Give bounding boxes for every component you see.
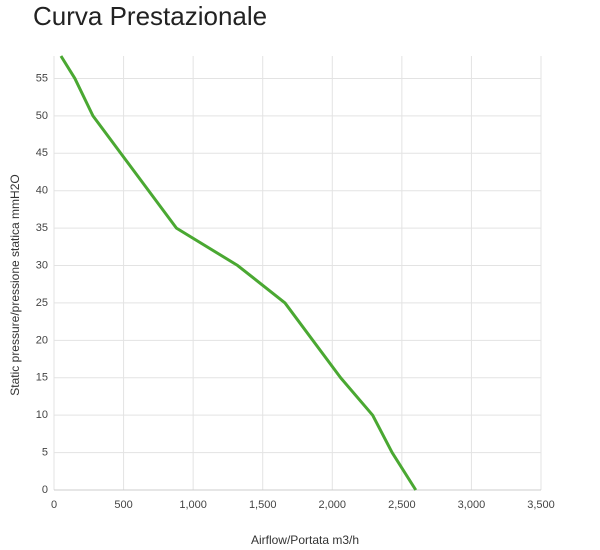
y-tick-label: 5	[42, 446, 48, 458]
y-axis-title: Static pressure/pressione statica mmH2O	[8, 174, 22, 395]
y-tick-label: 55	[36, 72, 48, 84]
y-tick-label: 0	[42, 484, 48, 496]
y-tick-label: 40	[36, 185, 48, 197]
x-tick-label: 1,000	[179, 499, 207, 511]
x-tick-label: 2,000	[319, 499, 347, 511]
y-tick-label: 20	[36, 334, 48, 346]
chart-title: Curva Prestazionale	[33, 1, 267, 31]
x-tick-label: 3,500	[527, 499, 555, 511]
y-tick-label: 10	[36, 409, 48, 421]
x-tick-label: 3,000	[458, 499, 486, 511]
data-line	[59, 55, 418, 491]
y-tick-label: 15	[36, 372, 48, 384]
y-tick-label: 35	[36, 222, 48, 234]
y-tick-label: 30	[36, 259, 48, 271]
y-tick-label: 50	[36, 110, 48, 122]
y-tick-label: 25	[36, 297, 48, 309]
x-axis-title: Airflow/Portata m3/h	[251, 533, 359, 547]
x-tick-label: 500	[114, 499, 132, 511]
x-tick-label: 0	[51, 499, 57, 511]
y-tick-label: 45	[36, 147, 48, 159]
x-tick-label: 2,500	[388, 499, 416, 511]
x-tick-label: 1,500	[249, 499, 277, 511]
